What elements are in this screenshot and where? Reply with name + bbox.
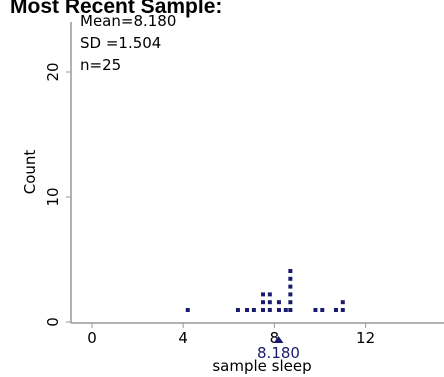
data-dot (185, 308, 190, 312)
mean-marker (273, 336, 284, 343)
x-tick-label: 12 (356, 329, 375, 347)
mean-layer: 8.180 (257, 336, 300, 362)
data-dot (288, 276, 293, 281)
x-tick-label: 8 (270, 329, 280, 347)
data-dot (288, 308, 293, 312)
x-axis-label: sample sleep (212, 357, 311, 375)
dots-layer (185, 269, 345, 312)
y-tick-label: 10 (44, 187, 62, 206)
x-tick-label: 0 (87, 329, 97, 347)
data-dot (320, 308, 325, 312)
data-dot (283, 308, 288, 312)
data-dot (261, 300, 265, 305)
data-dot (333, 308, 338, 312)
y-tick-label: 20 (44, 62, 62, 81)
data-dot (340, 300, 345, 305)
data-dot (267, 300, 272, 305)
mean-value-label: 8.180 (257, 344, 300, 362)
x-tick-label: 4 (178, 329, 188, 347)
data-dot (267, 308, 272, 312)
tick-layer: 0 4 8 12 0 10 20 (44, 62, 375, 347)
data-dot (288, 269, 293, 273)
data-dot (288, 292, 293, 297)
data-dot (267, 292, 272, 297)
data-dot (340, 308, 345, 312)
data-dot (276, 308, 281, 312)
y-axis-label: Count (21, 150, 39, 195)
chart-title: Most Recent Sample: (10, 0, 222, 18)
data-dot (288, 284, 293, 289)
data-dot (288, 300, 293, 305)
data-dot (261, 308, 265, 312)
sd-stat: SD =1.504 (80, 34, 161, 52)
data-dot (245, 308, 250, 312)
data-dot (251, 308, 256, 312)
data-dot (313, 308, 318, 312)
y-tick-label: 0 (44, 317, 62, 327)
n-stat: n=25 (80, 56, 121, 74)
data-dot (261, 292, 265, 297)
mean-stat: Mean=8.180 (80, 12, 176, 30)
data-dot (235, 308, 240, 312)
data-dot (276, 300, 281, 305)
